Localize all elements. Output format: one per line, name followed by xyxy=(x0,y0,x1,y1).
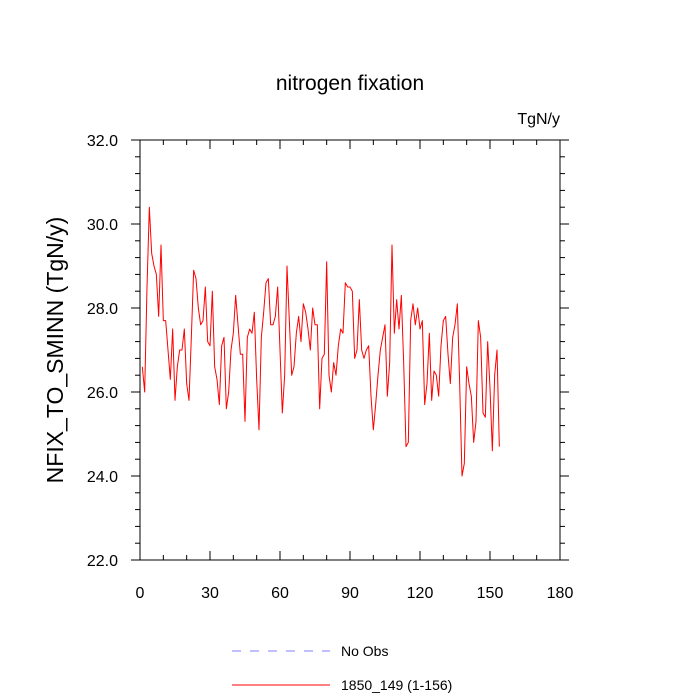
y-tick-label: 26.0 xyxy=(87,385,118,402)
x-tick-label: 120 xyxy=(407,585,434,602)
units-label: TgN/y xyxy=(517,111,560,128)
y-axis-label: NFIX_TO_SMINN (TgN/y) xyxy=(42,217,68,484)
x-tick-label: 0 xyxy=(136,585,145,602)
y-tick-label: 28.0 xyxy=(87,301,118,318)
x-tick-label: 30 xyxy=(201,585,219,602)
series-line xyxy=(141,206,500,477)
legend-label: 1850_149 (1-156) xyxy=(341,677,452,693)
x-tick-label: 90 xyxy=(341,585,359,602)
y-tick-label: 24.0 xyxy=(87,469,118,486)
chart-title: nitrogen fixation xyxy=(276,72,424,95)
legend-label: No Obs xyxy=(341,643,388,659)
series-group xyxy=(141,206,500,477)
y-tick-label: 22.0 xyxy=(87,553,118,570)
axis-ticks: 0 30 60 90 120 150 180 22.0 24.0 26.0 28.0 30.0 32.0 xyxy=(87,133,574,602)
legend: No Obs 1850_149 (1-156) xyxy=(232,643,452,693)
y-tick-label: 32.0 xyxy=(87,133,118,150)
y-tick-label: 30.0 xyxy=(87,217,118,234)
x-tick-label: 60 xyxy=(271,585,289,602)
x-tick-label: 180 xyxy=(547,585,574,602)
x-tick-label: 150 xyxy=(477,585,504,602)
